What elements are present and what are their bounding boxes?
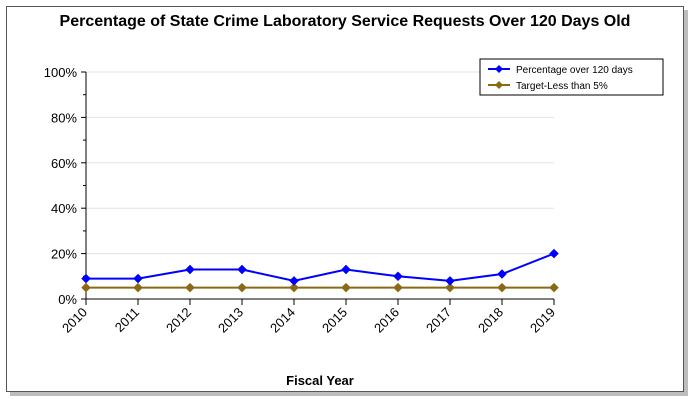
y-tick-label: 20% <box>51 247 77 262</box>
data-point <box>549 248 559 259</box>
axes <box>81 71 555 305</box>
x-tick-label: 2017 <box>423 305 454 336</box>
data-point <box>289 282 299 293</box>
x-tick-label: 2010 <box>59 305 90 336</box>
x-tick-label: 2012 <box>163 305 194 336</box>
gridlines <box>86 71 554 255</box>
y-tick-label: 100% <box>44 65 78 80</box>
y-tick-label: 80% <box>51 110 77 125</box>
legend-label: Target-Less than 5% <box>516 81 608 92</box>
data-point <box>133 282 143 293</box>
data-point <box>185 264 195 275</box>
legend-box <box>479 58 664 96</box>
y-tick-label: 60% <box>51 156 77 171</box>
x-tick-label: 2011 <box>112 305 142 335</box>
legend: Percentage over 120 days Target-Less than… <box>479 58 664 96</box>
data-point <box>237 282 247 293</box>
data-point <box>237 264 247 275</box>
data-point <box>133 273 143 284</box>
data-point <box>81 282 91 293</box>
data-point <box>81 273 91 284</box>
series-line <box>86 252 555 282</box>
x-axis-label: Fiscal Year <box>286 373 354 388</box>
data-point <box>341 282 351 293</box>
data-point <box>497 282 507 293</box>
legend-marker <box>495 65 503 73</box>
data-point <box>393 271 403 282</box>
x-tick-label: 2018 <box>475 305 506 336</box>
x-tick-label: 2016 <box>371 305 402 336</box>
x-tick-label: 2015 <box>319 305 350 336</box>
data-point <box>549 282 559 293</box>
y-tick-labels: 0% 20% 40% 60% 80% 100% <box>44 65 78 307</box>
data-point <box>497 269 507 279</box>
x-tick-label: 2019 <box>527 305 558 336</box>
legend-marker <box>495 81 503 89</box>
data-point <box>289 275 299 286</box>
y-tick-label: 0% <box>58 292 77 307</box>
x-tick-label: 2013 <box>215 305 246 336</box>
chart-title: Percentage of State Crime Laboratory Ser… <box>59 13 631 30</box>
legend-label: Percentage over 120 days <box>516 65 633 76</box>
data-point <box>185 282 195 293</box>
x-tick-labels: 2010 2011 2012 2013 2014 2015 2016 2017 2018 2019 <box>59 305 558 336</box>
y-tick-label: 40% <box>51 201 77 216</box>
data-point <box>341 264 351 275</box>
x-tick-label: 2014 <box>267 305 298 336</box>
series-lines <box>81 248 559 293</box>
data-point <box>393 282 403 293</box>
data-point <box>445 282 455 293</box>
data-point <box>445 275 455 286</box>
